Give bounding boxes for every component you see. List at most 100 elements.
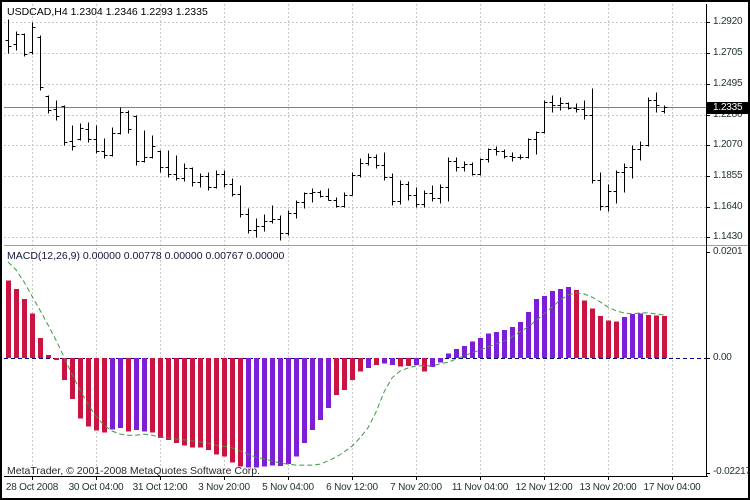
macd-histogram-bar	[494, 331, 499, 358]
time-axis-label: 30 Oct 04:00	[68, 482, 124, 493]
ohlc-bar	[557, 97, 564, 111]
current-price-value: 1.2335	[713, 102, 743, 113]
time-axis-label: 11 Nov 04:00	[451, 482, 509, 493]
macd-histogram-bar	[134, 358, 139, 430]
ohlc-bar	[93, 125, 100, 154]
ohlc-bar	[205, 172, 212, 191]
ohlc-bar	[597, 172, 604, 211]
ohlc-bar	[77, 123, 84, 141]
ohlc-bar	[213, 170, 220, 189]
macd-histogram-bar	[374, 358, 379, 365]
macd-histogram-bar	[158, 358, 163, 438]
ohlc-bar	[141, 130, 148, 163]
copyright-label: MetaTrader, © 2001-2008 MetaQuotes Softw…	[7, 465, 261, 477]
ohlc-bar	[397, 180, 404, 205]
ohlc-bar	[373, 154, 380, 169]
ohlc-bar	[37, 35, 44, 91]
macd-histogram-bar	[638, 313, 643, 358]
macd-histogram-bar	[446, 353, 451, 358]
macd-histogram-bar	[54, 358, 59, 361]
ohlc-bar	[389, 173, 396, 206]
ohlc-bar	[21, 33, 28, 57]
macd-histogram-bar	[230, 358, 235, 463]
macd-histogram-bar	[470, 341, 475, 358]
ohlc-bar	[549, 95, 556, 113]
ohlc-bar	[573, 103, 580, 113]
macd-histogram-bar	[302, 358, 307, 444]
current-price-badge: 1.2335	[706, 102, 748, 114]
macd-histogram-bar	[38, 338, 43, 358]
macd-histogram-bar	[102, 358, 107, 433]
macd-histogram-bar	[550, 290, 555, 358]
macd-histogram-bar	[270, 358, 275, 466]
ohlc-bar	[413, 187, 420, 208]
macd-histogram-bar	[350, 358, 355, 381]
macd-histogram-bar	[662, 316, 667, 358]
macd-histogram-bar	[62, 358, 67, 381]
ohlc-bar	[173, 155, 180, 181]
macd-histogram-bar	[630, 313, 635, 358]
ohlc-bar	[437, 184, 444, 204]
macd-histogram-bar	[14, 289, 19, 358]
macd-histogram-bar	[414, 358, 419, 365]
price-axis-label: 1.1855	[713, 170, 743, 181]
ohlc-bar	[661, 105, 668, 114]
macd-histogram-bar	[214, 358, 219, 455]
macd-histogram-bar	[30, 313, 35, 358]
macd-histogram-bar	[286, 358, 291, 465]
ohlc-bar	[269, 205, 276, 224]
macd-axis-label: 0.0201	[713, 246, 743, 257]
ohlc-bar	[541, 100, 548, 134]
macd-histogram-bar	[110, 358, 115, 430]
ohlc-bar	[621, 163, 628, 193]
macd-histogram-bar	[94, 358, 99, 431]
macd-histogram-bar	[438, 358, 443, 363]
macd-histogram-bar	[118, 358, 123, 428]
macd-histogram-bar	[246, 358, 251, 468]
macd-histogram-bar	[142, 358, 147, 432]
ohlc-bar	[637, 141, 644, 161]
time-axis-label: 5 Nov 04:00	[262, 482, 314, 493]
macd-histogram-bar	[70, 358, 75, 399]
ohlc-bar	[149, 135, 156, 159]
ohlc-bar	[101, 138, 108, 159]
macd-histogram-bar	[366, 358, 371, 368]
macd-histogram-bar	[182, 358, 187, 446]
macd-axis-label: 0.00	[713, 352, 732, 363]
ohlc-bar	[613, 170, 620, 204]
macd-histogram-bar	[318, 358, 323, 420]
ohlc-bar	[493, 146, 500, 156]
ohlc-bar	[261, 214, 268, 232]
ohlc-bar	[277, 215, 284, 241]
macd-histogram-bar	[510, 327, 515, 358]
ohlc-bar	[405, 181, 412, 201]
ohlc-bar	[61, 105, 68, 146]
time-axis-label: 31 Oct 12:00	[132, 482, 188, 493]
macd-histogram-bar	[174, 358, 179, 444]
macd-histogram-bar	[598, 316, 603, 358]
macd-histogram-bar	[6, 280, 11, 358]
ohlc-bar	[461, 161, 468, 172]
price-axis-label: 1.2495	[713, 78, 743, 89]
ohlc-bar	[85, 122, 92, 143]
ohlc-bar	[517, 154, 524, 160]
macd-histogram-bar	[526, 311, 531, 358]
macd-histogram-bar	[654, 315, 659, 358]
macd-histogram-bar	[646, 314, 651, 358]
ohlc-bar	[69, 125, 76, 151]
ohlc-bar	[509, 152, 516, 162]
price-axis-label: 1.2070	[713, 139, 743, 150]
ohlc-bar	[301, 192, 308, 209]
ohlc-bar	[229, 178, 236, 197]
time-axis-label: 13 Nov 20:00	[579, 482, 637, 493]
macd-histogram-bar	[398, 358, 403, 367]
ohlc-bar	[29, 22, 36, 55]
ohlc-bar	[477, 158, 484, 176]
macd-histogram-bar	[430, 358, 435, 367]
ohlc-bar	[581, 100, 588, 120]
macd-histogram-bar	[542, 296, 547, 358]
ohlc-bar	[485, 148, 492, 163]
macd-histogram-bar	[606, 320, 611, 358]
